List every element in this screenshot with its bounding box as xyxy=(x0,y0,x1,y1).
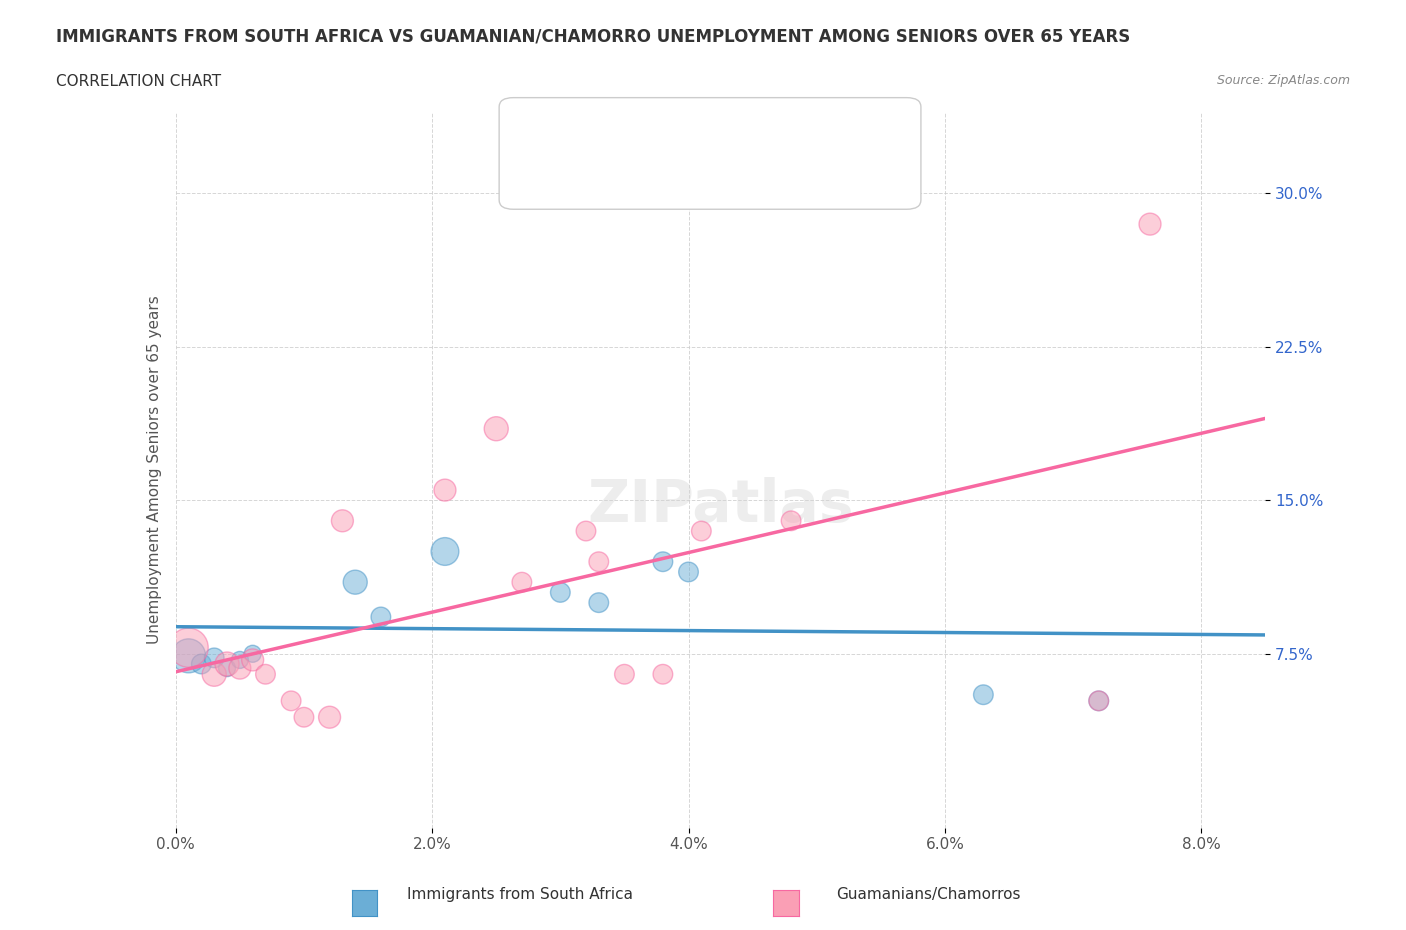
Point xyxy=(242,646,264,661)
Point xyxy=(678,565,700,579)
Y-axis label: Unemployment Among Seniors over 65 years: Unemployment Among Seniors over 65 years xyxy=(146,296,162,644)
Point xyxy=(318,710,340,724)
Point xyxy=(651,667,673,682)
Point xyxy=(229,660,252,675)
Text: Guamanians/Chamorros: Guamanians/Chamorros xyxy=(835,887,1021,902)
Point xyxy=(588,595,610,610)
Point xyxy=(485,421,508,436)
Point xyxy=(1139,217,1161,232)
Text: CORRELATION CHART: CORRELATION CHART xyxy=(56,74,221,89)
Point xyxy=(215,660,238,675)
Point xyxy=(588,554,610,569)
Point xyxy=(215,657,238,671)
Point xyxy=(242,653,264,668)
Point xyxy=(433,483,456,498)
Point xyxy=(202,650,225,665)
Point xyxy=(280,694,302,709)
Point xyxy=(254,667,277,682)
Text: R = -0.120: R = -0.120 xyxy=(555,118,647,133)
Point xyxy=(202,667,225,682)
Point xyxy=(177,640,200,655)
Point xyxy=(780,513,803,528)
Point xyxy=(177,648,200,663)
Point xyxy=(690,524,713,538)
Point xyxy=(229,653,252,668)
Point xyxy=(370,609,392,624)
Point xyxy=(550,585,572,600)
Text: Source: ZipAtlas.com: Source: ZipAtlas.com xyxy=(1216,74,1350,87)
Point xyxy=(190,657,212,671)
Point xyxy=(1087,694,1109,709)
Point xyxy=(344,575,367,590)
Text: N = 15: N = 15 xyxy=(724,118,779,133)
Point xyxy=(510,575,533,590)
Point xyxy=(433,544,456,559)
Point xyxy=(613,667,636,682)
Text: N = 21: N = 21 xyxy=(724,165,779,179)
Text: IMMIGRANTS FROM SOUTH AFRICA VS GUAMANIAN/CHAMORRO UNEMPLOYMENT AMONG SENIORS OV: IMMIGRANTS FROM SOUTH AFRICA VS GUAMANIA… xyxy=(56,28,1130,46)
Point xyxy=(1087,694,1109,709)
Text: ZIPatlas: ZIPatlas xyxy=(588,477,853,534)
Point xyxy=(651,554,673,569)
Point xyxy=(972,687,994,702)
Point xyxy=(332,513,354,528)
Point xyxy=(292,710,315,724)
Point xyxy=(575,524,598,538)
Text: Immigrants from South Africa: Immigrants from South Africa xyxy=(408,887,633,902)
Text: R =  0.494: R = 0.494 xyxy=(555,165,647,179)
